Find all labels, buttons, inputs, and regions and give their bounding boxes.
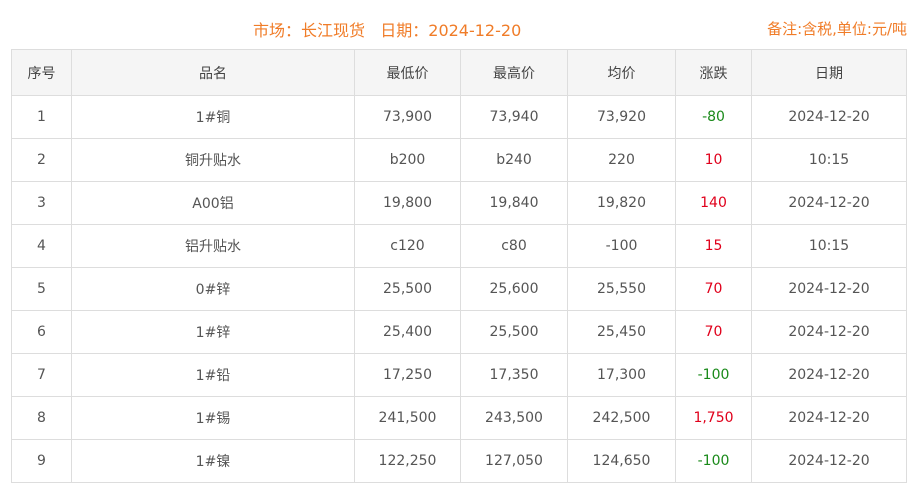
table-cell: 25,600 bbox=[460, 267, 568, 311]
table-row: 2 铜升贴水 b200 b240 220 10 10:15 bbox=[11, 138, 907, 182]
table-cell: 122,250 bbox=[354, 439, 461, 483]
header: 市场：长江现货 日期：2024-12-20 备注:含税,单位:元/吨 bbox=[0, 0, 915, 49]
table-row: 4 铝升贴水 c120 c80 -100 15 10:15 bbox=[11, 224, 907, 268]
table-cell: 10:15 bbox=[751, 224, 907, 268]
table-cell: 2024-12-20 bbox=[751, 396, 907, 440]
table-cell: 4 bbox=[11, 224, 72, 268]
column-header: 最高价 bbox=[460, 49, 568, 96]
table-cell: 25,450 bbox=[567, 310, 676, 354]
table-cell: 2 bbox=[11, 138, 72, 182]
column-header: 品名 bbox=[71, 49, 355, 96]
change-cell: 10 bbox=[675, 138, 752, 182]
table-cell: 19,840 bbox=[460, 181, 568, 225]
table-cell: 73,920 bbox=[567, 95, 676, 139]
table-cell: 8 bbox=[11, 396, 72, 440]
table-cell: 6 bbox=[11, 310, 72, 354]
market-date-title: 市场：长江现货 日期：2024-12-20 bbox=[253, 21, 522, 40]
column-header: 涨跌 bbox=[675, 49, 752, 96]
table-cell: 2024-12-20 bbox=[751, 310, 907, 354]
column-header: 均价 bbox=[567, 49, 676, 96]
table-cell: 铝升贴水 bbox=[71, 224, 355, 268]
table-cell: 2024-12-20 bbox=[751, 95, 907, 139]
table-cell: 1#锌 bbox=[71, 310, 355, 354]
table-row: 8 1#锡 241,500 243,500 242,500 1,750 2024-12-20 bbox=[11, 396, 907, 440]
table-cell: 10:15 bbox=[751, 138, 907, 182]
table-cell: 9 bbox=[11, 439, 72, 483]
table-cell: 17,300 bbox=[567, 353, 676, 397]
table-cell: 17,350 bbox=[460, 353, 568, 397]
table-row: 7 1#铅 17,250 17,350 17,300 -100 2024-12-20 bbox=[11, 353, 907, 397]
table-cell: 73,940 bbox=[460, 95, 568, 139]
table-cell: 1#镍 bbox=[71, 439, 355, 483]
column-header: 日期 bbox=[751, 49, 907, 96]
table-row: 9 1#镍 122,250 127,050 124,650 -100 2024-12-20 bbox=[11, 439, 907, 483]
table-cell: 7 bbox=[11, 353, 72, 397]
table-cell: 1#锡 bbox=[71, 396, 355, 440]
change-cell: 15 bbox=[675, 224, 752, 268]
table-cell: 25,550 bbox=[567, 267, 676, 311]
table-cell: 2024-12-20 bbox=[751, 353, 907, 397]
table-cell: 243,500 bbox=[460, 396, 568, 440]
table-cell: 220 bbox=[567, 138, 676, 182]
table-cell: 1#铅 bbox=[71, 353, 355, 397]
change-cell: -100 bbox=[675, 353, 752, 397]
table-cell: 127,050 bbox=[460, 439, 568, 483]
column-header: 最低价 bbox=[354, 49, 461, 96]
table-cell: b240 bbox=[460, 138, 568, 182]
table-cell: -100 bbox=[567, 224, 676, 268]
table-row: 5 0#锌 25,500 25,600 25,550 70 2024-12-20 bbox=[11, 267, 907, 311]
table-cell: 铜升贴水 bbox=[71, 138, 355, 182]
column-header: 序号 bbox=[11, 49, 72, 96]
price-table: 序号 品名 最低价 最高价 均价 涨跌 日期 1 1#铜 73,900 73,940 73,920-… bbox=[11, 49, 907, 483]
table-cell: 25,400 bbox=[354, 310, 461, 354]
table-cell: 124,650 bbox=[567, 439, 676, 483]
change-cell: 140 bbox=[675, 181, 752, 225]
table-cell: 19,820 bbox=[567, 181, 676, 225]
table-cell: c80 bbox=[460, 224, 568, 268]
table-cell: 2024-12-20 bbox=[751, 439, 907, 483]
table-cell: 1 bbox=[11, 95, 72, 139]
table-cell: 25,500 bbox=[354, 267, 461, 311]
table-row: 6 1#锌 25,400 25,500 25,450 70 2024-12-20 bbox=[11, 310, 907, 354]
table-cell: 17,250 bbox=[354, 353, 461, 397]
table-cell: 242,500 bbox=[567, 396, 676, 440]
table-cell: 5 bbox=[11, 267, 72, 311]
table-cell: 2024-12-20 bbox=[751, 181, 907, 225]
table-cell: 1#铜 bbox=[71, 95, 355, 139]
change-cell: 1,750 bbox=[675, 396, 752, 440]
table-cell: 19,800 bbox=[354, 181, 461, 225]
table-cell: 241,500 bbox=[354, 396, 461, 440]
change-cell: 70 bbox=[675, 310, 752, 354]
unit-note: 备注:含税,单位:元/吨 bbox=[767, 20, 907, 38]
table-cell: c120 bbox=[354, 224, 461, 268]
table-cell: 2024-12-20 bbox=[751, 267, 907, 311]
table-row: 3 A00铝 19,800 19,840 19,820 140 2024-12-20 bbox=[11, 181, 907, 225]
table-cell: 0#锌 bbox=[71, 267, 355, 311]
table-cell: A00铝 bbox=[71, 181, 355, 225]
change-cell: -80 bbox=[675, 95, 752, 139]
table-cell: 25,500 bbox=[460, 310, 568, 354]
table-row: 1 1#铜 73,900 73,940 73,920 -80 2024-12-20 bbox=[11, 95, 907, 139]
table-cell: 3 bbox=[11, 181, 72, 225]
table-cell: b200 bbox=[354, 138, 461, 182]
change-cell: -100 bbox=[675, 439, 752, 483]
table-cell: 73,900 bbox=[354, 95, 461, 139]
change-cell: 70 bbox=[675, 267, 752, 311]
